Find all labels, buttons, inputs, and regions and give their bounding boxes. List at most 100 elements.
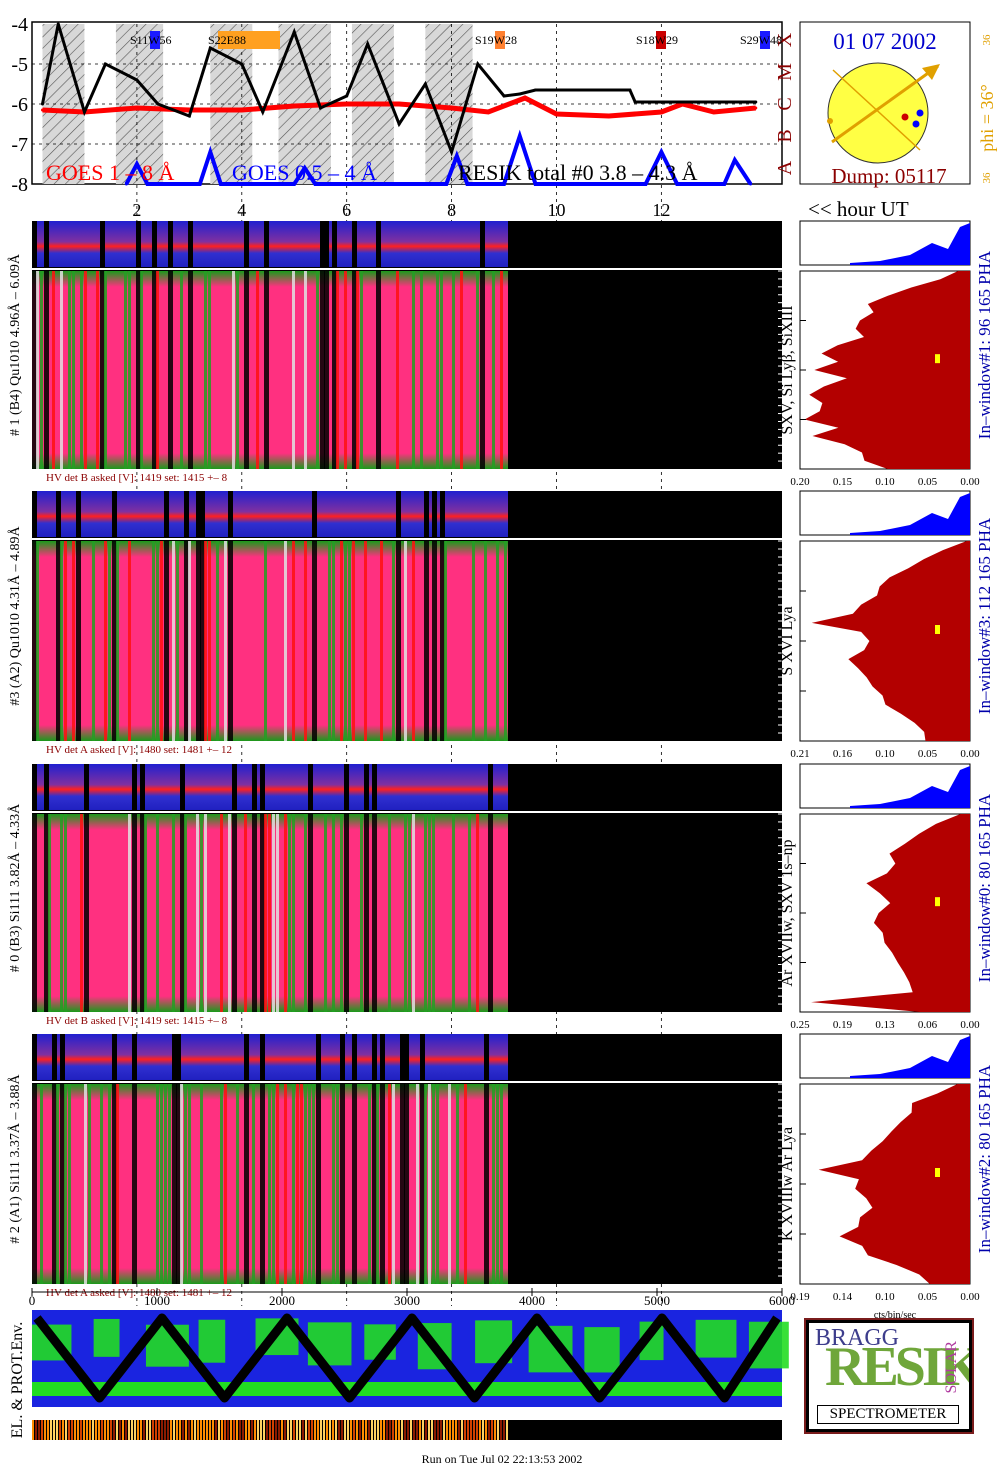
series-point-1 (303, 166, 307, 170)
pha-stripe (480, 221, 485, 267)
env-heat-stripe (194, 1420, 196, 1440)
pha-stripe (440, 491, 445, 537)
series-point-0 (486, 110, 490, 114)
hour-tick-label: 10 (547, 200, 565, 220)
env-heat-stripe (134, 1420, 136, 1440)
env-heat-stripe (350, 1420, 352, 1440)
env-heat-stripe (56, 1420, 58, 1440)
series-point-0 (450, 106, 454, 110)
series-point-1 (313, 182, 317, 186)
env-heat-stripe (158, 1420, 160, 1440)
env-green-patch (93, 1318, 120, 1357)
env-heat-stripe (170, 1420, 172, 1440)
spectrogram-stripe (60, 814, 63, 1012)
pha-histogram (850, 1036, 970, 1078)
spectrogram-stripe (264, 271, 269, 469)
series-point-0 (607, 114, 611, 118)
spectrogram-stripe (156, 541, 159, 741)
spectrogram-stripe (496, 1084, 499, 1284)
hour-axis-label: << hour UT (808, 197, 909, 221)
pha-stripe (32, 764, 37, 810)
env-heat-stripe (149, 1420, 151, 1440)
active-region-label: S18W29 (636, 33, 678, 47)
flare-class-letters: X M C B A (774, 32, 796, 175)
spectrogram-stripe (56, 1084, 59, 1284)
spectrogram-stripe (364, 814, 369, 1012)
profile-axis-tick-label: 0.05 (918, 1291, 938, 1303)
env-heat-stripe (179, 1420, 181, 1440)
spectrogram-stripe (184, 1084, 187, 1284)
profile-axis-tick-label: 0.25 (790, 1019, 810, 1031)
env-heat-stripe (440, 1420, 442, 1440)
env-heat-stripe (98, 1420, 100, 1440)
series-point-2 (423, 82, 427, 86)
pha-stripe (60, 1034, 65, 1080)
pha-stripe (188, 221, 193, 267)
spectrogram-stripe (100, 271, 105, 469)
orientation-arrow (831, 64, 939, 144)
spectrogram-stripe (256, 271, 259, 469)
pha-stripe (32, 1034, 37, 1080)
spectrogram-stripe (60, 271, 63, 469)
spectrogram-stripe (260, 1084, 265, 1284)
env-heat-stripe (86, 1420, 88, 1440)
pha-stripe (424, 491, 429, 537)
spectra-unit-label: cts/bin/sec (874, 1310, 917, 1321)
series-point-2 (754, 100, 758, 104)
spectrogram-stripe (464, 1084, 467, 1284)
env-heat-stripe (260, 1420, 262, 1440)
env-heat-stripe (95, 1420, 97, 1440)
spectrogram-stripe (472, 541, 475, 741)
spectrogram-stripe (336, 271, 339, 469)
spectrogram-stripe (244, 271, 249, 469)
spectrogram-stripe (412, 271, 415, 469)
spectrogram-stripe (344, 271, 347, 469)
spectrogram-stripe (60, 1084, 65, 1284)
spectrogram-stripe (180, 271, 183, 469)
hv-status-text: HV det B asked [V]: 1419 set: 1415 +– 8 (46, 1015, 228, 1027)
bin-tick-label: 2000 (269, 1293, 295, 1308)
spectrogram-stripe (324, 271, 329, 469)
spectrogram-stripe (368, 1084, 371, 1284)
series-point-2 (261, 110, 265, 114)
env-heat-stripe (119, 1420, 121, 1440)
env-heat-stripe (323, 1420, 325, 1440)
env-heat-stripe (107, 1420, 109, 1440)
spectrogram-stripe (64, 1084, 67, 1284)
active-region-label: S11W56 (130, 33, 172, 47)
spectrum-panel-2: HV det A asked [V]: 1480 set: 1481 +– 12… (7, 1033, 994, 1303)
env-heat-stripe (137, 1420, 139, 1440)
profile-axis-tick-label: 0.20 (790, 476, 810, 488)
flare-class-X: X (774, 32, 796, 47)
spectrum-marker (935, 897, 940, 907)
series-point-0 (554, 112, 558, 116)
spectrogram-stripe (144, 814, 147, 1012)
env-heat-stripe (188, 1420, 190, 1440)
pha-stripe (484, 1034, 489, 1080)
env-heat-stripe (443, 1420, 445, 1440)
env-heat-stripe (437, 1420, 439, 1440)
goes-ytick-label: -6 (11, 94, 28, 116)
in-window-label: In–window#3: 112 165 PHA (975, 517, 994, 714)
spectrogram-stripe (112, 1084, 117, 1284)
spectrogram-stripe (176, 1084, 181, 1284)
spectrogram-stripe (72, 271, 75, 469)
profile-axis-tick-label: 0.10 (875, 476, 895, 488)
spectrogram-stripe (404, 1084, 409, 1284)
active-region-marker (760, 31, 770, 49)
bin-tick-label: 5000 (644, 1293, 670, 1308)
series-point-2 (135, 78, 139, 82)
spectrogram-stripe (112, 541, 117, 741)
env-heat-stripe (80, 1420, 82, 1440)
active-region-marker (495, 31, 505, 49)
env-heat-stripe (404, 1420, 406, 1440)
series-point-1 (455, 154, 459, 158)
series-point-1 (733, 158, 737, 162)
spectrogram-stripe (80, 814, 83, 1012)
spectrogram-stripe (84, 814, 89, 1012)
pha-stripe (352, 221, 357, 267)
env-heat-stripe (374, 1420, 376, 1440)
spectrogram-stripe (64, 541, 67, 741)
spectrogram-stripe (336, 1084, 339, 1284)
env-heat-stripe (209, 1420, 211, 1440)
